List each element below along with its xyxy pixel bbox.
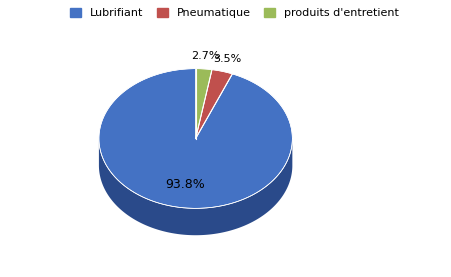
- Polygon shape: [196, 69, 212, 138]
- Polygon shape: [99, 138, 292, 235]
- Text: 3.5%: 3.5%: [213, 54, 241, 64]
- Legend: Lubrifiant, Pneumatique, produits d'entretient: Lubrifiant, Pneumatique, produits d'entr…: [67, 4, 402, 21]
- Text: 93.8%: 93.8%: [166, 178, 205, 191]
- Text: 2.7%: 2.7%: [191, 51, 220, 61]
- Polygon shape: [99, 69, 292, 208]
- Polygon shape: [196, 70, 232, 138]
